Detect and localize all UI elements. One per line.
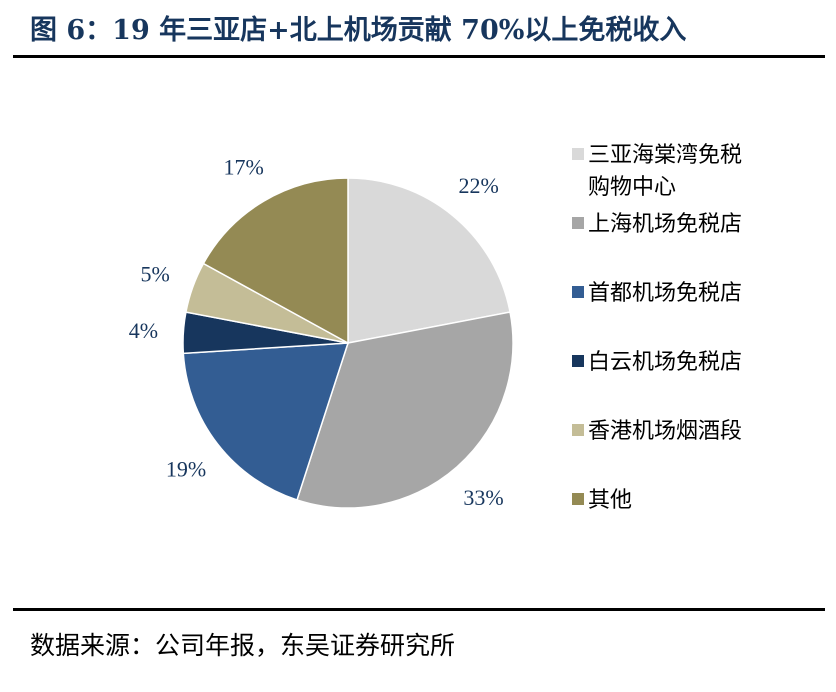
legend-label: 白云机场免税店 xyxy=(588,350,742,375)
legend-swatch xyxy=(572,424,584,436)
pie-slice xyxy=(296,311,514,509)
figure-title: 图 6：19 年三亚店+北上机场贡献 70%以上免税收入 xyxy=(30,15,687,46)
legend-label: 三亚海棠湾免税 xyxy=(588,143,742,168)
legend-label: 首都机场免税店 xyxy=(588,281,742,306)
legend-entry: 白云机场免税店 xyxy=(572,350,742,375)
legend-label: 香港机场烟酒段 xyxy=(588,419,742,444)
pie-slice xyxy=(202,177,349,345)
chart-legend: 三亚海棠湾免税购物中心上海机场免税店首都机场免税店白云机场免税店香港机场烟酒段其… xyxy=(572,143,742,513)
legend-label: 其他 xyxy=(588,488,632,513)
source-rule xyxy=(13,608,825,611)
legend-entry: 首都机场免税店 xyxy=(572,281,742,306)
source-note: 数据来源：公司年报，东吴证券研究所 xyxy=(30,631,456,660)
slice-percent-label: 4% xyxy=(129,318,158,343)
slice-percent-label: 19% xyxy=(166,457,206,482)
legend-entry: 其他 xyxy=(572,488,632,513)
legend-swatch xyxy=(572,217,584,229)
pie-slice xyxy=(182,342,350,501)
title-rule xyxy=(13,55,825,58)
slice-percent-label: 5% xyxy=(140,262,169,287)
pie-data-labels: 22% 33% 19% 4% 5% 17% xyxy=(129,155,504,510)
legend-label: 上海机场免税店 xyxy=(588,212,742,237)
legend-entry: 香港机场烟酒段 xyxy=(572,419,742,444)
legend-entry: 上海机场免税店 xyxy=(572,212,742,237)
legend-swatch xyxy=(572,286,584,298)
legend-swatch xyxy=(572,148,584,160)
legend-label: 购物中心 xyxy=(588,175,676,200)
pie-slices xyxy=(182,177,514,509)
slice-percent-label: 17% xyxy=(223,155,263,180)
slice-percent-label: 22% xyxy=(459,173,499,198)
legend-swatch xyxy=(572,493,584,505)
slice-percent-label: 33% xyxy=(463,485,503,510)
legend-swatch xyxy=(572,355,584,367)
pie-slice xyxy=(347,177,511,344)
